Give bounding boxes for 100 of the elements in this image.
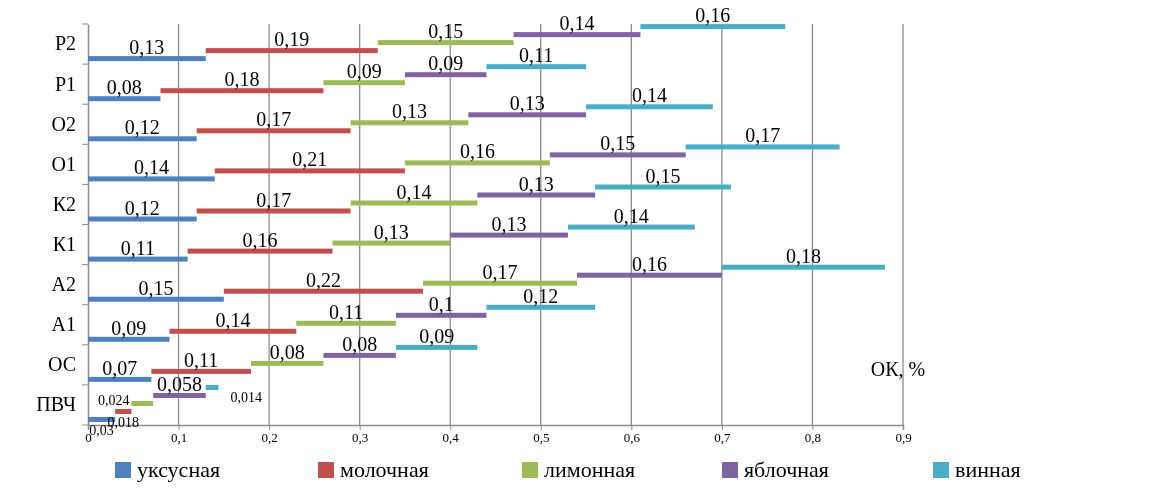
bar bbox=[131, 401, 154, 406]
data-label: 0,21 bbox=[292, 148, 328, 171]
data-label: 0,13 bbox=[518, 172, 554, 195]
y-tick-label: ПВЧ bbox=[36, 393, 76, 416]
data-label: 0,12 bbox=[124, 196, 160, 219]
bar bbox=[721, 264, 885, 270]
bar bbox=[685, 144, 840, 150]
data-label: 0,14 bbox=[613, 204, 649, 227]
data-label: 0,09 bbox=[428, 52, 464, 75]
data-label: 0,08 bbox=[106, 76, 142, 99]
data-label: 0,14 bbox=[133, 156, 169, 179]
x-tick-label: 0,2 bbox=[261, 430, 278, 446]
bar bbox=[296, 320, 396, 326]
bar bbox=[640, 24, 786, 30]
data-label: 0,16 bbox=[242, 228, 278, 251]
data-label: 0,16 bbox=[631, 252, 667, 275]
x-tick-label: 0,3 bbox=[352, 430, 369, 446]
y-tick-label: Р1 bbox=[54, 72, 76, 95]
bar bbox=[214, 168, 405, 174]
y-tick-label: А1 bbox=[51, 313, 76, 336]
bar bbox=[196, 128, 351, 134]
data-label: 0,14 bbox=[215, 308, 251, 331]
data-label: 0,15 bbox=[428, 20, 464, 43]
bar bbox=[404, 72, 487, 78]
legend-label: яблочная bbox=[744, 457, 829, 482]
x-tick-label: 0,1 bbox=[170, 430, 188, 446]
data-label: 0,13 bbox=[373, 220, 409, 243]
y-tick-label: К2 bbox=[52, 192, 76, 215]
bar bbox=[115, 409, 132, 414]
data-label: 0,16 bbox=[459, 140, 495, 163]
data-label: 0,11 bbox=[184, 348, 219, 371]
data-label: 0,09 bbox=[111, 316, 147, 339]
data-label: 0,19 bbox=[274, 28, 310, 51]
y-tick-label: К1 bbox=[52, 232, 76, 255]
legend-label: уксусная bbox=[137, 457, 221, 482]
bar bbox=[223, 288, 424, 294]
bar bbox=[586, 104, 713, 110]
data-label: 0,16 bbox=[695, 4, 731, 27]
data-label: 0,17 bbox=[482, 260, 518, 283]
data-label: 0,12 bbox=[124, 116, 160, 139]
x-tick-label: 0,9 bbox=[895, 430, 912, 446]
data-label: 0,15 bbox=[645, 164, 681, 187]
bar bbox=[468, 112, 587, 118]
data-label: 0,18 bbox=[224, 68, 260, 91]
data-label: 0,14 bbox=[396, 180, 432, 203]
x-tick-label: 0,8 bbox=[804, 430, 822, 446]
bar bbox=[205, 385, 219, 390]
data-label: 0,11 bbox=[120, 236, 155, 259]
bar bbox=[549, 152, 686, 158]
data-label: 0,12 bbox=[523, 284, 559, 307]
legend-label: лимонная bbox=[544, 457, 636, 482]
data-label: 0,15 bbox=[138, 276, 174, 299]
bar bbox=[513, 32, 641, 38]
bar bbox=[153, 393, 206, 398]
data-label: 0,08 bbox=[269, 340, 305, 363]
data-label: 0,08 bbox=[342, 332, 378, 355]
bar bbox=[377, 40, 514, 46]
bar bbox=[151, 368, 251, 374]
data-label: 0,17 bbox=[745, 124, 781, 147]
data-label: 0,1 bbox=[428, 292, 454, 315]
x-tick-label: 0,6 bbox=[623, 430, 641, 446]
bar bbox=[577, 272, 722, 278]
data-label: 0,024 bbox=[97, 393, 130, 408]
data-label: 0,14 bbox=[631, 84, 667, 107]
bar bbox=[323, 80, 405, 86]
y-tick-label: Р2 bbox=[54, 32, 76, 55]
data-label: 0,13 bbox=[129, 36, 165, 59]
bar bbox=[205, 48, 378, 54]
y-tick-label: О1 bbox=[51, 152, 76, 175]
x-tick-label: 0,4 bbox=[442, 430, 460, 446]
data-label: 0,11 bbox=[328, 300, 364, 323]
x-axis-title: ОК, % bbox=[870, 358, 926, 380]
bar bbox=[88, 136, 197, 142]
x-tick-label: 0,7 bbox=[714, 430, 732, 446]
data-label: 0,22 bbox=[305, 268, 341, 291]
data-label: 0,11 bbox=[519, 44, 554, 67]
y-tick-label: А2 bbox=[51, 273, 76, 296]
data-label: 0,058 bbox=[156, 373, 202, 395]
bar bbox=[88, 56, 206, 62]
legend-label: молочная bbox=[340, 457, 429, 482]
bar bbox=[160, 88, 324, 94]
data-label: 0,09 bbox=[419, 324, 455, 347]
bar bbox=[88, 96, 161, 102]
bar bbox=[88, 176, 215, 182]
bar bbox=[404, 160, 550, 166]
data-label: 0,13 bbox=[491, 212, 527, 235]
data-label: 0,13 bbox=[391, 100, 427, 123]
data-label: 0,15 bbox=[600, 132, 636, 155]
y-tick-label: О2 bbox=[51, 112, 76, 135]
legend-label: винная bbox=[955, 457, 1021, 482]
bar bbox=[486, 64, 587, 70]
bar bbox=[350, 120, 469, 126]
x-tick-label: 0,5 bbox=[533, 430, 550, 446]
data-label: 0,09 bbox=[346, 60, 382, 83]
data-label: 0,18 bbox=[785, 244, 821, 267]
y-tick-label: ОС bbox=[47, 353, 76, 376]
data-label: 0,07 bbox=[102, 356, 138, 379]
data-label: 0,17 bbox=[256, 188, 292, 211]
data-label: 0,17 bbox=[256, 108, 292, 131]
data-label: 0,14 bbox=[559, 12, 595, 35]
